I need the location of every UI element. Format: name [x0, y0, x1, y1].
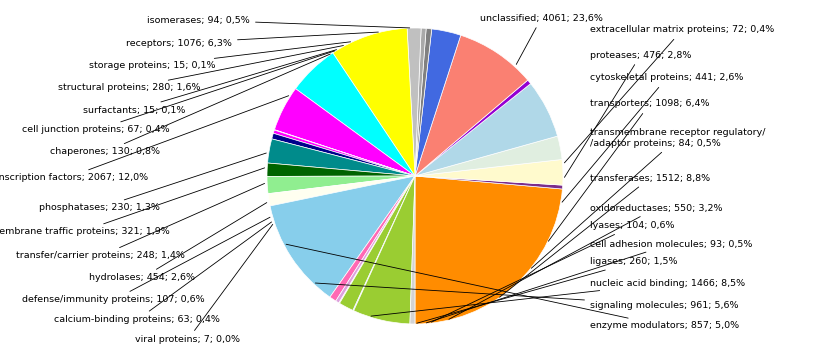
Wedge shape — [339, 176, 415, 310]
Text: oxidoreductases; 550; 3,2%: oxidoreductases; 550; 3,2% — [449, 203, 722, 319]
Wedge shape — [415, 176, 563, 189]
Text: phosphatases; 230; 1,3%: phosphatases; 230; 1,3% — [39, 153, 266, 213]
Text: ligases; 260; 1,5%: ligases; 260; 1,5% — [417, 258, 677, 323]
Wedge shape — [267, 163, 415, 176]
Wedge shape — [410, 176, 415, 324]
Text: transmembrane receptor regulatory/
/adaptor proteins; 84; 0,5%: transmembrane receptor regulatory/ /adap… — [531, 128, 765, 268]
Wedge shape — [415, 35, 528, 176]
Text: transfer/carrier proteins; 248; 1,4%: transfer/carrier proteins; 248; 1,4% — [16, 183, 265, 260]
Wedge shape — [415, 159, 563, 185]
Text: defense/immunity proteins; 107; 0,6%: defense/immunity proteins; 107; 0,6% — [22, 217, 270, 304]
Wedge shape — [353, 176, 415, 311]
Text: calcium-binding proteins; 63; 0,4%: calcium-binding proteins; 63; 0,4% — [54, 222, 271, 325]
Wedge shape — [271, 133, 415, 176]
Wedge shape — [339, 176, 415, 303]
Wedge shape — [267, 176, 415, 194]
Wedge shape — [273, 130, 415, 176]
Wedge shape — [415, 29, 432, 176]
Text: transporters; 1098; 6,4%: transporters; 1098; 6,4% — [549, 100, 710, 241]
Wedge shape — [415, 29, 461, 176]
Text: cell junction proteins; 67; 0,4%: cell junction proteins; 67; 0,4% — [22, 51, 334, 134]
Text: membrane traffic proteins; 321; 1,9%: membrane traffic proteins; 321; 1,9% — [0, 168, 265, 237]
Wedge shape — [407, 28, 421, 176]
Text: signaling molecules; 961; 5,6%: signaling molecules; 961; 5,6% — [315, 283, 739, 309]
Text: extracellular matrix proteins; 72; 0,4%: extracellular matrix proteins; 72; 0,4% — [564, 25, 774, 163]
Wedge shape — [275, 130, 415, 176]
Wedge shape — [415, 84, 558, 176]
Wedge shape — [354, 176, 415, 324]
Text: storage proteins; 15; 0,1%: storage proteins; 15; 0,1% — [89, 42, 350, 70]
Wedge shape — [330, 176, 415, 301]
Wedge shape — [336, 176, 415, 303]
Text: transferases; 1512; 8,8%: transferases; 1512; 8,8% — [500, 174, 710, 297]
Text: structural proteins; 280; 1,6%: structural proteins; 280; 1,6% — [57, 45, 344, 93]
Wedge shape — [268, 176, 415, 206]
Text: viral proteins; 7; 0,0%: viral proteins; 7; 0,0% — [135, 224, 273, 345]
Text: cell adhesion molecules; 93; 0,5%: cell adhesion molecules; 93; 0,5% — [427, 239, 752, 323]
Text: unclassified; 4061; 23,6%: unclassified; 4061; 23,6% — [480, 13, 603, 64]
Text: receptors; 1076; 6,3%: receptors; 1076; 6,3% — [126, 32, 378, 48]
Text: nucleic acid binding; 1466; 8,5%: nucleic acid binding; 1466; 8,5% — [371, 278, 745, 316]
Text: transcription factors; 2067; 12,0%: transcription factors; 2067; 12,0% — [0, 96, 289, 182]
Text: chaperones; 130; 0,8%: chaperones; 130; 0,8% — [50, 54, 330, 157]
Text: hydrolases; 454; 2,6%: hydrolases; 454; 2,6% — [89, 203, 266, 283]
Wedge shape — [270, 176, 415, 297]
Text: enzyme modulators; 857; 5,0%: enzyme modulators; 857; 5,0% — [286, 244, 740, 331]
Wedge shape — [275, 89, 415, 176]
Wedge shape — [333, 28, 415, 176]
Text: lyases; 104; 0,6%: lyases; 104; 0,6% — [432, 221, 675, 322]
Text: cytoskeletal proteins; 441; 2,6%: cytoskeletal proteins; 441; 2,6% — [562, 74, 744, 202]
Text: isomerases; 94; 0,5%: isomerases; 94; 0,5% — [147, 15, 410, 28]
Wedge shape — [415, 80, 530, 176]
Wedge shape — [295, 53, 415, 176]
Text: proteases; 476; 2,8%: proteases; 476; 2,8% — [564, 50, 691, 177]
Wedge shape — [415, 176, 563, 324]
Wedge shape — [415, 136, 562, 176]
Wedge shape — [267, 139, 415, 176]
Text: surfactants; 15; 0,1%: surfactants; 15; 0,1% — [83, 50, 336, 114]
Wedge shape — [415, 28, 426, 176]
